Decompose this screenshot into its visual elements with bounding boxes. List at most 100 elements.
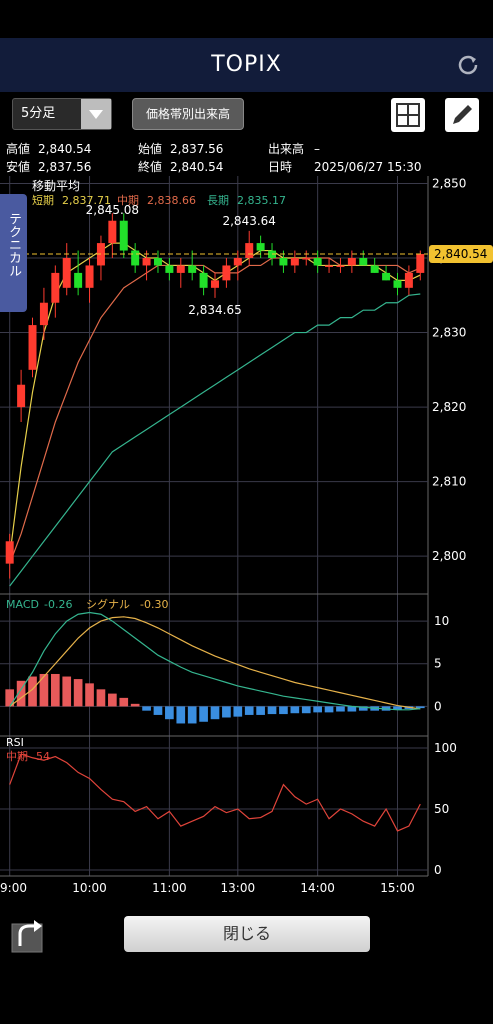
candle-body [62, 258, 71, 288]
candle-body [199, 272, 208, 288]
macd-histogram-bar [5, 689, 15, 707]
chart-labels: 移動平均 短期 2,837.71 中期 2,838.66 長期 2,835.17… [6, 179, 493, 763]
candle-body [165, 265, 174, 273]
short-ma-name: 短期 [32, 193, 54, 207]
candle-body [131, 250, 140, 266]
technical-tab-label: テクニカル [6, 212, 21, 277]
rsi-line [9, 753, 421, 832]
high-label: 高値 [6, 142, 31, 156]
macd-histogram-bar [301, 706, 311, 714]
candle-body [119, 220, 128, 251]
macd-histogram-bar [256, 706, 265, 715]
long-ma-name: 長期 [207, 194, 229, 207]
back-arrow-icon[interactable] [10, 916, 48, 954]
macd-histogram-bar [153, 706, 163, 715]
candlestick-panel: 2,845.08 2,843.64 2,834.65 [0, 203, 428, 587]
price-annotation: 2,845.08 [86, 203, 139, 217]
macd-tick-label: 5 [434, 657, 442, 671]
candle-body [393, 280, 402, 288]
refresh-icon[interactable] [455, 52, 481, 78]
candle-body [176, 265, 185, 273]
macd-histogram-bar [244, 706, 254, 715]
rsi-tick-label: 50 [434, 802, 449, 816]
macd-histogram-bar [85, 683, 94, 707]
candle-body [347, 258, 356, 266]
macd-histogram-bar [233, 706, 243, 717]
stock-chart[interactable]: 2,845.08 2,843.64 2,834.65 09:00 10:00 11:00… [0, 176, 493, 904]
close-label: 終値 [138, 160, 163, 174]
macd-histogram-bar [50, 673, 60, 707]
open-value: 2,837.56 [170, 142, 224, 156]
macd-tick-label: 10 [434, 614, 449, 628]
y-tick-label: 2,820 [432, 400, 466, 414]
ma-title: 移動平均 [32, 179, 80, 193]
macd-histogram-bar [62, 676, 72, 707]
close-button[interactable]: 閉じる [124, 916, 370, 952]
grid-icon [396, 103, 420, 127]
toolbar: 5分足 価格帯別出来高 [0, 92, 493, 136]
candle-body [313, 258, 322, 266]
macd-name: MACD [6, 598, 39, 611]
app-header: TOPIX [0, 38, 493, 92]
candle-body [416, 253, 425, 273]
candle-body [279, 258, 288, 266]
macd-line [9, 611, 421, 711]
technical-tab[interactable]: テクニカル [0, 194, 27, 312]
macd-histogram-bar [165, 706, 174, 720]
candle-body [256, 243, 265, 251]
candle-body [17, 384, 26, 408]
current-price-badge [429, 244, 493, 263]
price-band-volume-button[interactable]: 価格帯別出来高 [132, 98, 244, 130]
candle-body [74, 272, 83, 288]
macd-histogram-bar [267, 706, 277, 715]
bottom-bar: 閉じる [0, 904, 493, 1024]
macd-panel [5, 611, 425, 724]
macd-histogram-bar [108, 693, 117, 707]
mid-ma-name: 中期 [117, 194, 139, 207]
macd-histogram-bar [290, 706, 300, 714]
signal-line [9, 616, 421, 710]
candle-body [325, 265, 334, 267]
candle-body [336, 265, 345, 267]
macd-histogram-bar [222, 706, 231, 718]
candle-body [233, 258, 242, 266]
macd-histogram-bar [39, 673, 49, 707]
status-bar [0, 0, 493, 38]
open-label: 始値 [138, 142, 163, 156]
candle-body [5, 541, 14, 564]
x-tick-label: 09:00 [0, 881, 27, 895]
macd-histogram-bar [279, 706, 288, 715]
draw-button[interactable] [445, 98, 479, 132]
interval-select[interactable]: 5分足 [12, 98, 112, 130]
rsi-title: RSI [6, 736, 24, 749]
candle-body [245, 243, 254, 258]
candle-body [85, 265, 94, 288]
chevron-down-icon [81, 99, 111, 129]
macd-histogram-bar [393, 706, 402, 710]
macd-histogram-bar [199, 706, 208, 722]
candle-body [188, 265, 197, 273]
volume-label: 出来高 [268, 142, 305, 156]
long-ma-value: 2,835.17 [237, 194, 286, 207]
rsi-mid-value: 54 [36, 750, 50, 763]
short-ma-value: 2,837.71 [62, 194, 111, 207]
high-value: 2,840.54 [38, 142, 92, 156]
macd-histogram-bar [347, 706, 357, 712]
signal-name: シグナル [86, 597, 130, 611]
macd-histogram-bar [142, 706, 151, 711]
candle-body [39, 302, 48, 326]
x-tick-label: 15:00 [380, 881, 415, 895]
interval-select-label: 5分足 [21, 106, 56, 121]
y-tick-label: 2,800 [432, 549, 466, 563]
macd-value: -0.26 [44, 598, 72, 611]
macd-histogram-bar [28, 676, 37, 707]
y-tick-label: 2,830 [432, 326, 466, 340]
candle-body [211, 280, 219, 288]
low-value: 2,837.56 [38, 160, 92, 174]
x-tick-label: 11:00 [152, 881, 187, 895]
macd-histogram-bar [119, 697, 129, 707]
macd-histogram-bar [73, 679, 83, 707]
layout-button[interactable] [391, 98, 425, 132]
price-info: 高値 2,840.54 安値 2,837.56 始値 2,837.56 終値 2… [0, 138, 493, 178]
macd-histogram-bar [313, 706, 322, 713]
